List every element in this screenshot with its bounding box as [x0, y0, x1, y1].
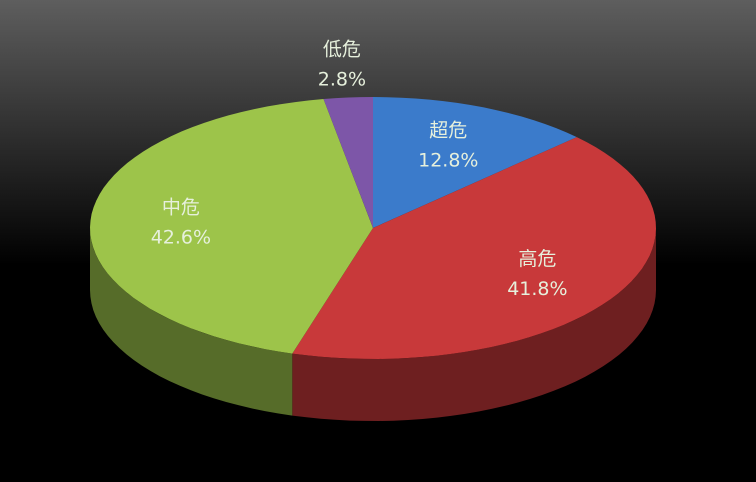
- slice: [292, 137, 656, 359]
- label-category: 高危: [518, 248, 556, 270]
- slice: [323, 97, 373, 228]
- slice-side: [90, 228, 293, 416]
- label-category: 低危: [323, 38, 361, 60]
- pie: 超危 12.8% 高危 41.8% 中危 42.6% 低危 2.8%: [90, 38, 656, 421]
- label-category: 超危: [429, 120, 467, 142]
- label-percent: 42.6%: [151, 226, 211, 248]
- slice: [90, 99, 373, 354]
- slice-side: [292, 228, 656, 421]
- label-percent: 41.8%: [507, 278, 567, 300]
- label-percent: 12.8%: [418, 150, 478, 172]
- slice: [373, 97, 577, 228]
- label-category: 中危: [162, 196, 200, 218]
- label-percent: 2.8%: [318, 68, 366, 90]
